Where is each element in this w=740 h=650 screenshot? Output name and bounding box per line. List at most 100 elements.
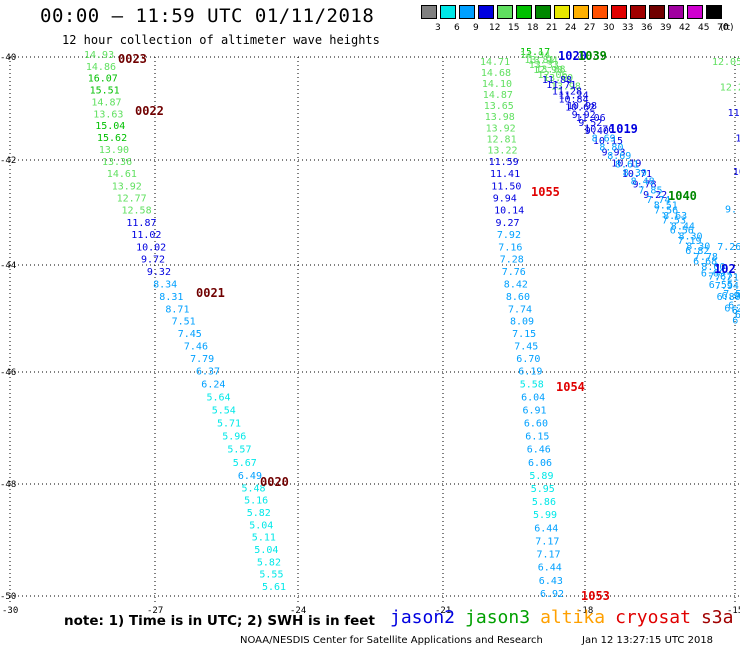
- wave-height-value: 7.85: [638, 185, 662, 196]
- wave-height-value: 7.94: [715, 281, 739, 292]
- wave-height-value: 7.78: [694, 252, 718, 263]
- wave-height-value: 13.36: [102, 157, 132, 168]
- wave-height-value: 5.54: [212, 406, 236, 417]
- footnote: note: 1) Time is in UTC; 2) SWH is in fe…: [64, 613, 375, 629]
- wave-height-value: 8.51: [654, 201, 678, 212]
- wave-height-value: 13.90: [99, 145, 129, 156]
- lat-label: -44: [0, 261, 16, 271]
- wave-height-value: 7.87: [708, 272, 732, 283]
- wave-height-value: 9.94: [493, 194, 517, 205]
- scale-label: 39: [660, 23, 672, 33]
- wave-height-value: 12.06: [538, 70, 568, 81]
- wave-height-value: 6.44: [538, 563, 562, 574]
- scale-unit-label: (ft): [720, 23, 734, 33]
- wave-height-value: 11.74: [728, 108, 740, 119]
- pass-time-label: 1054: [556, 380, 585, 394]
- satellite-legend-item: altika: [540, 607, 606, 628]
- scale-label: 21: [546, 23, 558, 33]
- wave-height-value: 6.05: [732, 315, 740, 326]
- scale-label: 9: [473, 23, 479, 33]
- wave-height-value: 6.91: [523, 406, 547, 417]
- wave-height-value: 5.55: [259, 570, 283, 581]
- wave-height-value: 15.04: [95, 121, 125, 132]
- wave-height-value: 8.60: [506, 292, 530, 303]
- wave-height-value: 13.92: [112, 181, 142, 192]
- wave-height-value: 7.26: [717, 242, 740, 253]
- wave-height-value: 13.65: [484, 101, 514, 112]
- scale-swatch: [706, 5, 722, 19]
- scale-swatch: [516, 5, 532, 19]
- wave-height-value: 5.57: [227, 445, 251, 456]
- wave-height-value: 8.39: [623, 168, 647, 179]
- track-102: 12.05 12.21 11.74 11.3 10. 9. 7.26 7.21 7.53 6.69…: [712, 57, 740, 317]
- scale-label: 24: [565, 23, 577, 33]
- wave-height-value: 7.17: [535, 536, 559, 547]
- wave-height-value: 6.68: [693, 257, 717, 268]
- wave-height-value: 13.22: [487, 145, 517, 156]
- wave-height-value: 8.69: [607, 151, 631, 162]
- wave-height-value: 9.72: [141, 255, 165, 266]
- wave-height-value: 14.86: [86, 62, 116, 73]
- wave-height-value: 5.16: [244, 496, 268, 507]
- wave-height-value: 11.06: [576, 113, 606, 124]
- satellite-legend-item: s3a: [700, 607, 734, 628]
- wave-height-value: 6.56: [670, 226, 694, 237]
- wave-height-value: 13.98: [551, 82, 581, 93]
- wave-height-value: 11.50: [491, 181, 521, 192]
- wave-height-value: 9.32: [147, 267, 171, 278]
- scale-swatch: [630, 5, 646, 19]
- wave-height-value: 7.15: [512, 329, 536, 340]
- scale-label: 42: [679, 23, 691, 33]
- wave-height-value: 10.15: [593, 136, 623, 147]
- generated-timestamp: Jan 12 13:27:15 UTC 2018: [582, 635, 714, 646]
- wave-height-value: 12.21: [720, 83, 740, 94]
- wave-height-value: 9.: [725, 205, 737, 216]
- pass-time-label: 1039: [578, 49, 607, 63]
- wave-height-value: 8.30: [686, 242, 710, 253]
- scale-swatch: [421, 5, 437, 19]
- wave-height-value: 12.58: [122, 206, 152, 217]
- wave-height-value: 7.74: [646, 195, 670, 206]
- lon-label: -18: [577, 606, 593, 616]
- wave-height-value: 15.62: [97, 133, 127, 144]
- wave-height-value: 5.71: [217, 419, 241, 430]
- wave-height-value: 11.87: [126, 218, 156, 229]
- scale-swatch: [573, 5, 589, 19]
- lat-label: -40: [0, 53, 16, 63]
- wave-height-value: 6.51: [728, 300, 740, 311]
- wave-height-value: 6.37: [196, 367, 220, 378]
- wave-height-value: 13.60: [543, 73, 573, 84]
- wave-height-value: 14.94: [520, 50, 550, 61]
- wave-height-value: 11.02: [131, 230, 161, 241]
- wave-height-value: 8.34: [153, 279, 177, 290]
- wave-height-value: 13.33: [529, 60, 559, 71]
- wave-height-value: 7.56: [654, 205, 678, 216]
- wave-height-value: 8.00: [701, 262, 725, 273]
- wave-height-value: 5.89: [529, 471, 553, 482]
- satellite-legend-item: jason2: [390, 607, 456, 628]
- pass-time-label: 0023: [118, 52, 147, 66]
- scale-label: 45: [698, 23, 710, 33]
- wave-height-value: 10.14: [494, 206, 524, 217]
- wave-height-value: 15.17: [520, 47, 550, 58]
- wave-height-value: 10.84: [559, 95, 589, 106]
- wave-height-value: 10.62: [565, 102, 595, 113]
- wave-height-value: 11.59: [489, 157, 519, 168]
- wave-height-value: 9.40: [585, 126, 609, 137]
- track-1053-1055: 14.7114.6814.1014.8713.6513.9813.9212.81…: [480, 57, 610, 603]
- wave-height-value: 6.19: [518, 367, 542, 378]
- scale-label: 12: [489, 23, 501, 33]
- wave-height-value: 13.81: [524, 55, 554, 66]
- wave-height-value: 5.11: [252, 533, 276, 544]
- scale-swatch: [478, 5, 494, 19]
- wave-height-value: 6.55: [709, 280, 733, 291]
- wave-height-value: 9.22: [643, 190, 667, 201]
- wave-height-value: 6.69: [732, 306, 740, 317]
- wave-height-value: 6.60: [524, 419, 548, 430]
- wave-height-value: 6.92: [540, 589, 564, 600]
- wave-height-value: 5.64: [207, 393, 231, 404]
- lon-label: -27: [147, 606, 163, 616]
- scale-label: 36: [641, 23, 653, 33]
- wave-height-value: 7.51: [172, 317, 196, 328]
- wave-height-value: 14.10: [482, 79, 512, 90]
